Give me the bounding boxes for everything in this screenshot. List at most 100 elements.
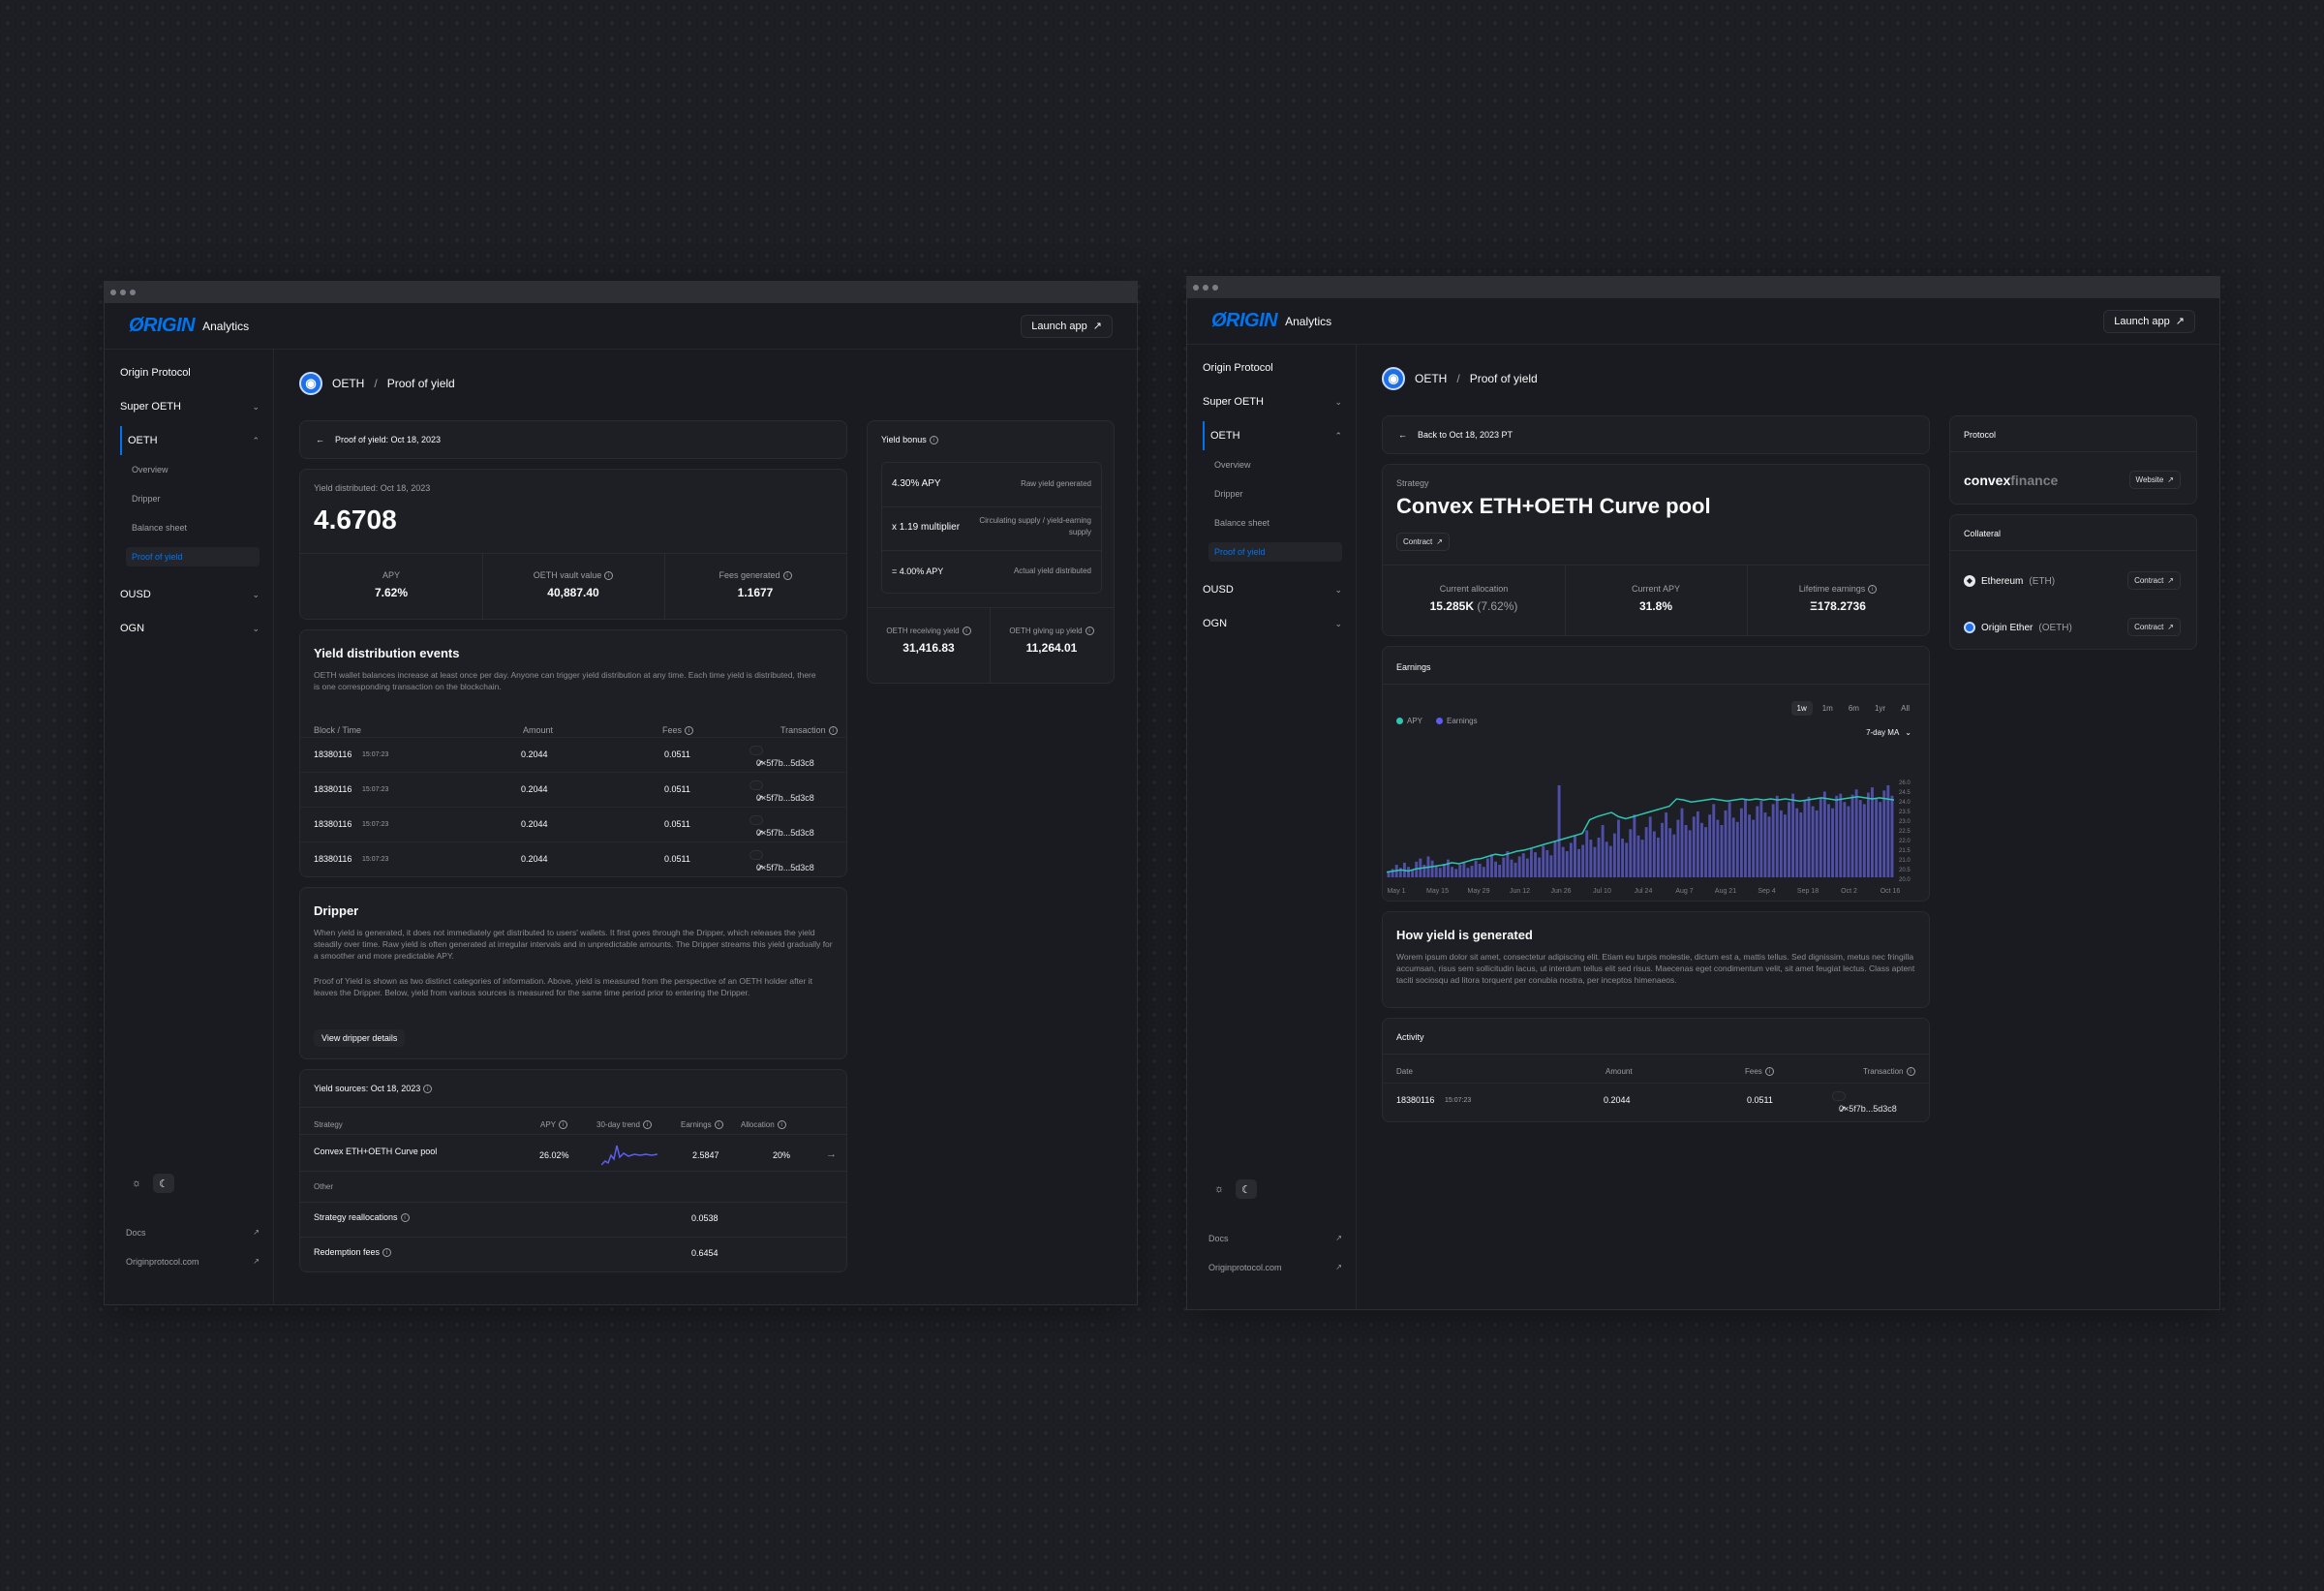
window-titlebar [1187, 277, 2219, 298]
footer-link-docs[interactable]: Docs ↗ [1208, 1234, 1342, 1243]
col-header-date: Date [1396, 1067, 1413, 1076]
col-header-earnings: Earnings [681, 1120, 712, 1129]
info-icon[interactable]: i [782, 571, 792, 581]
earnings-bar [1822, 791, 1826, 877]
info-icon[interactable]: i [1764, 1067, 1774, 1077]
info-icon[interactable]: i [828, 726, 838, 736]
sidebar-item-ogn[interactable]: OGN ⌄ [120, 619, 260, 638]
external-arrow-icon: ↗ [2167, 475, 2174, 484]
earnings-bar [1494, 861, 1498, 877]
earnings-bar [1696, 811, 1699, 877]
sidebar-sub-balance-sheet[interactable]: Balance sheet [126, 518, 260, 537]
footer-link-originprotocol[interactable]: Originprotocol.com ↗ [1208, 1263, 1342, 1272]
sidebar-sub-dripper[interactable]: Dripper [126, 489, 260, 508]
info-icon[interactable]: i [423, 1085, 433, 1094]
info-icon[interactable]: i [1868, 585, 1878, 595]
external-arrow-icon: ↗ [756, 758, 764, 768]
range-tab-1m[interactable]: 1m [1821, 704, 1833, 713]
info-icon[interactable]: i [400, 1213, 410, 1223]
sidebar-item-origin-protocol[interactable]: Origin Protocol [120, 363, 260, 382]
sidebar-item-oeth[interactable]: OETH ⌃ [1210, 426, 1342, 445]
origin-logo[interactable]: ØRIGIN [129, 315, 196, 336]
info-icon[interactable]: i [559, 1120, 568, 1130]
sidebar-item-super-oeth[interactable]: Super OETH ⌄ [1203, 392, 1342, 412]
tx-link[interactable]: 0×5f7b...5d3c8 ↗ [749, 850, 814, 872]
range-tab-1yr[interactable]: 1yr [1874, 704, 1886, 713]
stat-current-apy: Current APY 31.8% [1565, 584, 1747, 613]
sidebar-sub-dripper[interactable]: Dripper [1208, 484, 1342, 504]
sidebar-item-oeth[interactable]: OETH ⌃ [128, 431, 260, 450]
y-tick-label: 24.0 [1899, 800, 1911, 806]
sidebar-sub-balance-sheet[interactable]: Balance sheet [1208, 513, 1342, 533]
contract-link[interactable]: Contract ↗ [2127, 618, 2181, 636]
ma-select[interactable]: 7-day MA ⌄ [1866, 728, 1911, 737]
tx-link[interactable]: 0×5f7b...5d3c8 ↗ [1832, 1091, 1897, 1114]
window-dot[interactable] [1203, 285, 1208, 291]
window-dot[interactable] [1212, 285, 1218, 291]
info-icon[interactable]: i [382, 1248, 392, 1258]
tx-link[interactable]: 0×5f7b...5d3c8 ↗ [749, 815, 814, 838]
moon-icon[interactable]: ☾ [1236, 1179, 1257, 1199]
stat-label: Lifetime earnings [1798, 584, 1866, 594]
earnings-bar [1866, 792, 1870, 877]
sidebar-item-origin-protocol[interactable]: Origin Protocol [1203, 358, 1342, 378]
view-dripper-button[interactable]: View dripper details [314, 1029, 406, 1047]
info-icon[interactable]: i [685, 726, 694, 736]
block-time: 15:07:23 [362, 786, 389, 793]
window-dot[interactable] [130, 290, 136, 295]
range-tab-6m[interactable]: 6m [1848, 704, 1859, 713]
sidebar: Origin Protocol Super OETH ⌄ OETH ⌃ Overvi… [1187, 345, 1357, 1309]
back-bar[interactable]: ← Proof of yield: Oct 18, 2023 [299, 420, 847, 459]
breadcrumb-token[interactable]: OETH [1415, 372, 1448, 385]
convex-logo[interactable]: convexfinance [1964, 473, 2058, 488]
info-icon[interactable]: i [604, 571, 614, 581]
x-tick-label: Jul 10 [1593, 888, 1611, 895]
block-number: 18380116 [314, 750, 352, 759]
info-icon[interactable]: i [642, 1120, 652, 1130]
window-dot[interactable] [120, 290, 126, 295]
window-dot[interactable] [1193, 285, 1199, 291]
sun-icon[interactable]: ☼ [1213, 1183, 1225, 1195]
window-dot[interactable] [110, 290, 116, 295]
range-tab-all[interactable]: All [1901, 704, 1910, 713]
launch-app-button[interactable]: Launch app ↗ [1021, 314, 1113, 338]
strategy-name[interactable]: Convex ETH+OETH Curve pool [314, 1147, 438, 1156]
contract-link[interactable]: Contract ↗ [2127, 571, 2181, 590]
info-icon[interactable]: i [929, 436, 938, 445]
sidebar-sub-proof-of-yield[interactable]: Proof of yield [1208, 542, 1342, 562]
block-time: 15:07:23 [1445, 1097, 1472, 1104]
contract-link[interactable]: Contract ↗ [1396, 533, 1450, 551]
range-tabs: 1w 1m 6m 1yr All [1790, 701, 1916, 716]
info-icon[interactable]: i [714, 1120, 723, 1130]
info-icon[interactable]: i [1085, 627, 1094, 636]
sidebar-sub-overview[interactable]: Overview [126, 460, 260, 479]
tx-link[interactable]: 0×5f7b...5d3c8 ↗ [749, 780, 814, 803]
launch-app-button[interactable]: Launch app ↗ [2103, 309, 2195, 333]
sidebar-item-super-oeth[interactable]: Super OETH ⌄ [120, 397, 260, 416]
window-titlebar [105, 282, 1137, 303]
sun-icon[interactable]: ☼ [131, 1178, 142, 1189]
website-link[interactable]: Website ↗ [2128, 471, 2181, 489]
footer-link-docs[interactable]: Docs ↗ [126, 1228, 260, 1238]
earnings-bar [1712, 804, 1716, 877]
footer-link-originprotocol[interactable]: Originprotocol.com ↗ [126, 1257, 260, 1267]
back-label: Back to Oct 18, 2023 PT [1418, 430, 1514, 440]
info-icon[interactable]: i [777, 1120, 786, 1130]
range-tab-1w[interactable]: 1w [1790, 701, 1813, 716]
block-number: 18380116 [314, 854, 352, 864]
stat-giving: OETH giving up yield i 11,264.01 [990, 627, 1114, 655]
info-icon[interactable]: i [962, 627, 971, 636]
sidebar-sub-proof-of-yield[interactable]: Proof of yield [126, 547, 260, 566]
moon-icon[interactable]: ☾ [153, 1174, 174, 1193]
sidebar-item-ogn[interactable]: OGN ⌄ [1203, 614, 1342, 633]
origin-logo[interactable]: ØRIGIN [1211, 310, 1278, 331]
earnings-bar [1589, 840, 1593, 877]
sidebar-item-ousd[interactable]: OUSD ⌄ [1203, 580, 1342, 599]
breadcrumb-token[interactable]: OETH [332, 377, 365, 390]
row-arrow-icon[interactable]: → [826, 1148, 837, 1160]
sidebar-sub-overview[interactable]: Overview [1208, 455, 1342, 474]
sidebar-item-ousd[interactable]: OUSD ⌄ [120, 585, 260, 604]
tx-link[interactable]: 0×5f7b...5d3c8 ↗ [749, 746, 814, 768]
info-icon[interactable]: i [1906, 1067, 1915, 1077]
back-bar[interactable]: ← Back to Oct 18, 2023 PT [1382, 415, 1930, 454]
